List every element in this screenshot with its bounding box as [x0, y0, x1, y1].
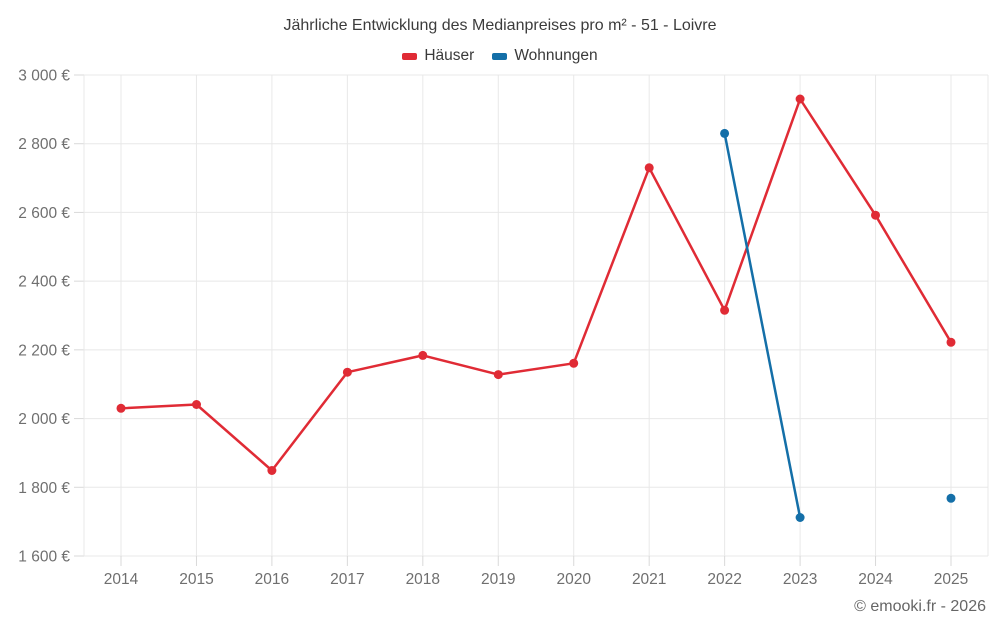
data-point-haeuser-2014[interactable] [116, 403, 126, 413]
x-axis-tick-label: 2024 [858, 571, 893, 588]
legend-swatch-haeuser-icon [402, 52, 418, 60]
x-axis-tick-label: 2022 [707, 571, 741, 588]
y-axis-tick-label: 2 800 € [18, 136, 70, 153]
y-axis-tick-label: 2 400 € [18, 274, 70, 291]
legend-item-haeuser[interactable]: Häuser [402, 47, 474, 65]
y-axis-tick-label: 3 000 € [18, 68, 70, 85]
y-axis-tick-label: 2 200 € [18, 342, 70, 359]
x-axis-tick-label: 2021 [632, 571, 666, 588]
y-axis-tick-label: 2 600 € [18, 205, 70, 222]
legend-label-wohnungen: Wohnungen [514, 47, 598, 64]
x-axis-tick-label: 2025 [934, 571, 968, 588]
data-point-haeuser-2018[interactable] [418, 350, 428, 360]
legend-label-haeuser: Häuser [424, 47, 475, 64]
series-line-haeuser [119, 97, 953, 472]
series-line-wohnungen [725, 133, 951, 517]
x-axis-tick-label: 2019 [481, 571, 515, 588]
x-axis-tick-label: 2020 [556, 571, 591, 588]
x-axis-tick-label: 2017 [330, 571, 364, 588]
copyright-text: © emooki.fr - 2026 [854, 598, 986, 615]
legend-item-wohnungen[interactable]: Wohnungen [492, 47, 598, 65]
data-point-haeuser-2023[interactable] [795, 94, 805, 104]
x-axis-tick-label: 2014 [104, 571, 139, 588]
x-axis-tick-label: 2018 [406, 571, 440, 588]
data-point-haeuser-2021[interactable] [644, 163, 654, 173]
y-axis-tick-label: 2 000 € [18, 411, 70, 428]
data-point-haeuser-2015[interactable] [192, 400, 201, 409]
chart-title: Jährliche Entwicklung des Medianpreises … [283, 17, 717, 34]
chart-legend: Häuser Wohnungen [0, 47, 1000, 65]
data-point-haeuser-2025[interactable] [946, 337, 956, 347]
y-axis-tick-label: 1 800 € [18, 480, 70, 497]
data-point-haeuser-2017[interactable] [342, 367, 352, 377]
data-point-wohnungen-2022[interactable] [720, 128, 730, 138]
data-point-wohnungen-2023[interactable] [795, 513, 805, 522]
y-axis-tick-label: 1 600 € [18, 549, 70, 566]
legend-swatch-wohnungen-icon [492, 52, 508, 60]
data-point-haeuser-2020[interactable] [569, 358, 579, 368]
x-axis-tick-label: 2016 [255, 571, 289, 588]
x-axis-tick-label: 2015 [179, 571, 213, 588]
data-point-haeuser-2024[interactable] [871, 210, 880, 220]
data-point-wohnungen-2025[interactable] [946, 493, 956, 503]
x-axis-tick-label: 2023 [783, 571, 817, 588]
data-point-haeuser-2022[interactable] [720, 305, 730, 315]
data-point-haeuser-2019[interactable] [493, 370, 503, 380]
data-point-haeuser-2016[interactable] [267, 466, 277, 475]
